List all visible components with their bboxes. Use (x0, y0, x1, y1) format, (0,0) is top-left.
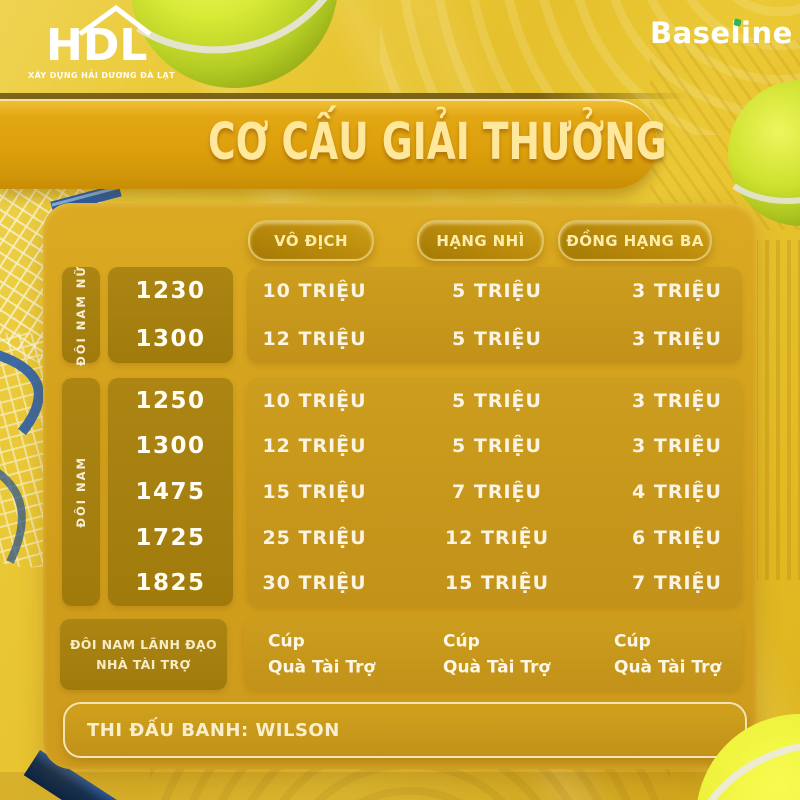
special-prize-line1: Cúp (614, 631, 651, 652)
special-prize-line2: Quà Tài Trợ (268, 657, 376, 678)
prize-value: 30 TRIỆU (262, 572, 367, 595)
prize-value: 3 TRIỆU (632, 328, 722, 350)
prize-value: 15 TRIỆU (444, 572, 550, 595)
special-row-label: ĐÔI NAM LÃNH ĐẠO NHÀ TÀI TRỢ (60, 619, 227, 690)
prize-value: 12 TRIỆU (444, 526, 550, 549)
baseline-logo: Baseline (650, 16, 793, 50)
logo-letters: HDL (46, 20, 147, 66)
special-prize-line2: Quà Tài Trợ (443, 657, 551, 678)
group-label-mixed-doubles: ĐÔI NAM NỮ (62, 265, 100, 365)
prize-value: 3 TRIỆU (632, 389, 722, 412)
prize-value: 15 TRIỆU (262, 480, 367, 503)
stripe-pattern-decor (754, 240, 800, 580)
level-value: 1250 (135, 387, 206, 414)
prize-value: 4 TRIỆU (632, 480, 722, 503)
match-ball-note: THI ĐẤU BANH: WILSON (63, 702, 747, 758)
special-prize: Cúp Quà Tài Trợ (614, 628, 721, 681)
bottom-shade-decor (0, 772, 800, 800)
prize-value: 5 TRIỆU (452, 280, 542, 302)
group-levels-mixed-doubles: 1230 1300 (108, 267, 233, 363)
special-label-line1: ĐÔI NAM LÃNH ĐẠO (69, 637, 218, 652)
match-ball-text: THI ĐẤU BANH: WILSON (87, 719, 340, 741)
prize-value: 25 TRIỆU (262, 526, 367, 549)
special-row-prizes: Cúp Quà Tài Trợ Cúp Quà Tài Trợ Cúp Quà … (244, 619, 742, 690)
column-header-champion: VÔ ĐỊCH (248, 220, 374, 261)
level-value: 1825 (135, 570, 206, 597)
brand-text: Baseline (650, 16, 793, 50)
tennis-ball-icon (697, 714, 800, 800)
prize-value: 3 TRIỆU (632, 435, 722, 458)
prize-value: 12 TRIỆU (262, 435, 367, 458)
special-prize: Cúp Quà Tài Trợ (443, 628, 550, 681)
tennis-ball-icon (131, 0, 337, 88)
prize-table: VÔ ĐỊCH HẠNG NHÌ ĐỒNG HẠNG BA ĐÔI NAM NỮ… (43, 203, 757, 769)
special-prize-line1: Cúp (268, 631, 305, 652)
prize-value: 3 TRIỆU (632, 280, 722, 302)
level-value: 1475 (135, 478, 206, 505)
level-value: 1300 (135, 433, 206, 460)
prize-value: 12 TRIỆU (262, 328, 367, 350)
group-prizes-mixed-doubles: 10 TRIỆU 5 TRIỆU 3 TRIỆU 12 TRIỆU 5 TRIỆ… (247, 267, 742, 363)
prize-value: 10 TRIỆU (262, 280, 367, 302)
tennis-ball-icon (728, 80, 800, 226)
group-label-mens-doubles: ĐÔI NAM (62, 378, 100, 606)
special-label-line2: NHÀ TÀI TRỢ (96, 657, 191, 672)
prize-value: 7 TRIỆU (632, 572, 722, 595)
special-prize-line1: Cúp (443, 631, 480, 652)
prize-value: 5 TRIỆU (452, 435, 542, 458)
level-value: 1300 (135, 326, 206, 352)
hdl-logo-mark: HDL (46, 4, 152, 71)
page-title: CƠ CẤU GIẢI THƯỞNG (208, 112, 667, 173)
prize-value: 5 TRIỆU (452, 389, 542, 412)
logo-tagline: XÂY DỰNG HẢI DƯƠNG ĐÀ LẠT (28, 71, 175, 80)
prize-value: 5 TRIỆU (452, 328, 542, 350)
prize-value: 10 TRIỆU (262, 389, 367, 412)
special-prize: Cúp Quà Tài Trợ (268, 628, 375, 681)
prize-value: 7 TRIỆU (452, 480, 542, 503)
special-prize-line2: Quà Tài Trợ (614, 657, 722, 678)
column-header-runner-up: HẠNG NHÌ (417, 220, 544, 261)
level-value: 1230 (135, 278, 206, 304)
column-header-joint-third: ĐỒNG HẠNG BA (558, 220, 712, 261)
title-banner: CƠ CẤU GIẢI THƯỞNG (0, 99, 667, 189)
group-prizes-mens-doubles: 10 TRIỆU 5 TRIỆU 3 TRIỆU 12 TRIỆU 5 TRIỆ… (247, 378, 742, 606)
prize-value: 6 TRIỆU (632, 526, 722, 549)
hdl-logo: HDL XÂY DỰNG HẢI DƯƠNG ĐÀ LẠT (28, 4, 175, 80)
group-levels-mens-doubles: 1250 1300 1475 1725 1825 (108, 378, 233, 606)
level-value: 1725 (135, 524, 206, 551)
banner-shadow-line (0, 93, 690, 99)
